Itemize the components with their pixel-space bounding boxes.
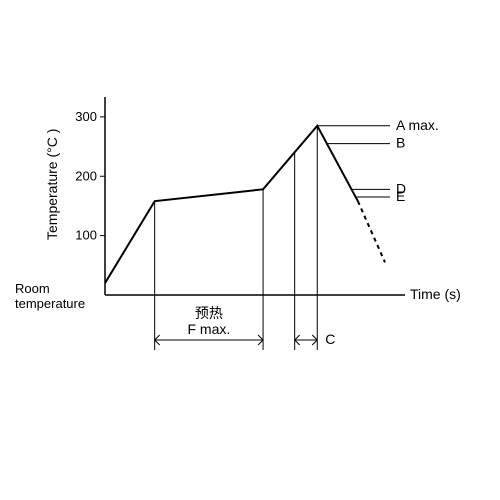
temperature-curve (105, 126, 358, 283)
ytick-300: 300 (75, 109, 97, 124)
label-B: B (396, 135, 405, 151)
y-axis-label: Temperature (°C ) (44, 129, 60, 240)
room-temp-label-1: Room (15, 281, 50, 296)
span-label-F: F max. (187, 321, 230, 337)
x-axis-label: Time (s) (410, 286, 461, 302)
room-temp-label-2: temperature (15, 296, 85, 311)
label-E: E (396, 188, 405, 204)
reflow-profile-chart: 100 200 300 Temperature (°C ) Time (s) Roomte… (0, 0, 500, 500)
ytick-200: 200 (75, 168, 97, 183)
label-A: A max. (396, 117, 439, 133)
span-top-F: 预热 (195, 305, 223, 321)
cooldown-dash (358, 201, 385, 262)
ytick-100: 100 (75, 228, 97, 243)
span-label-C: C (325, 331, 335, 347)
